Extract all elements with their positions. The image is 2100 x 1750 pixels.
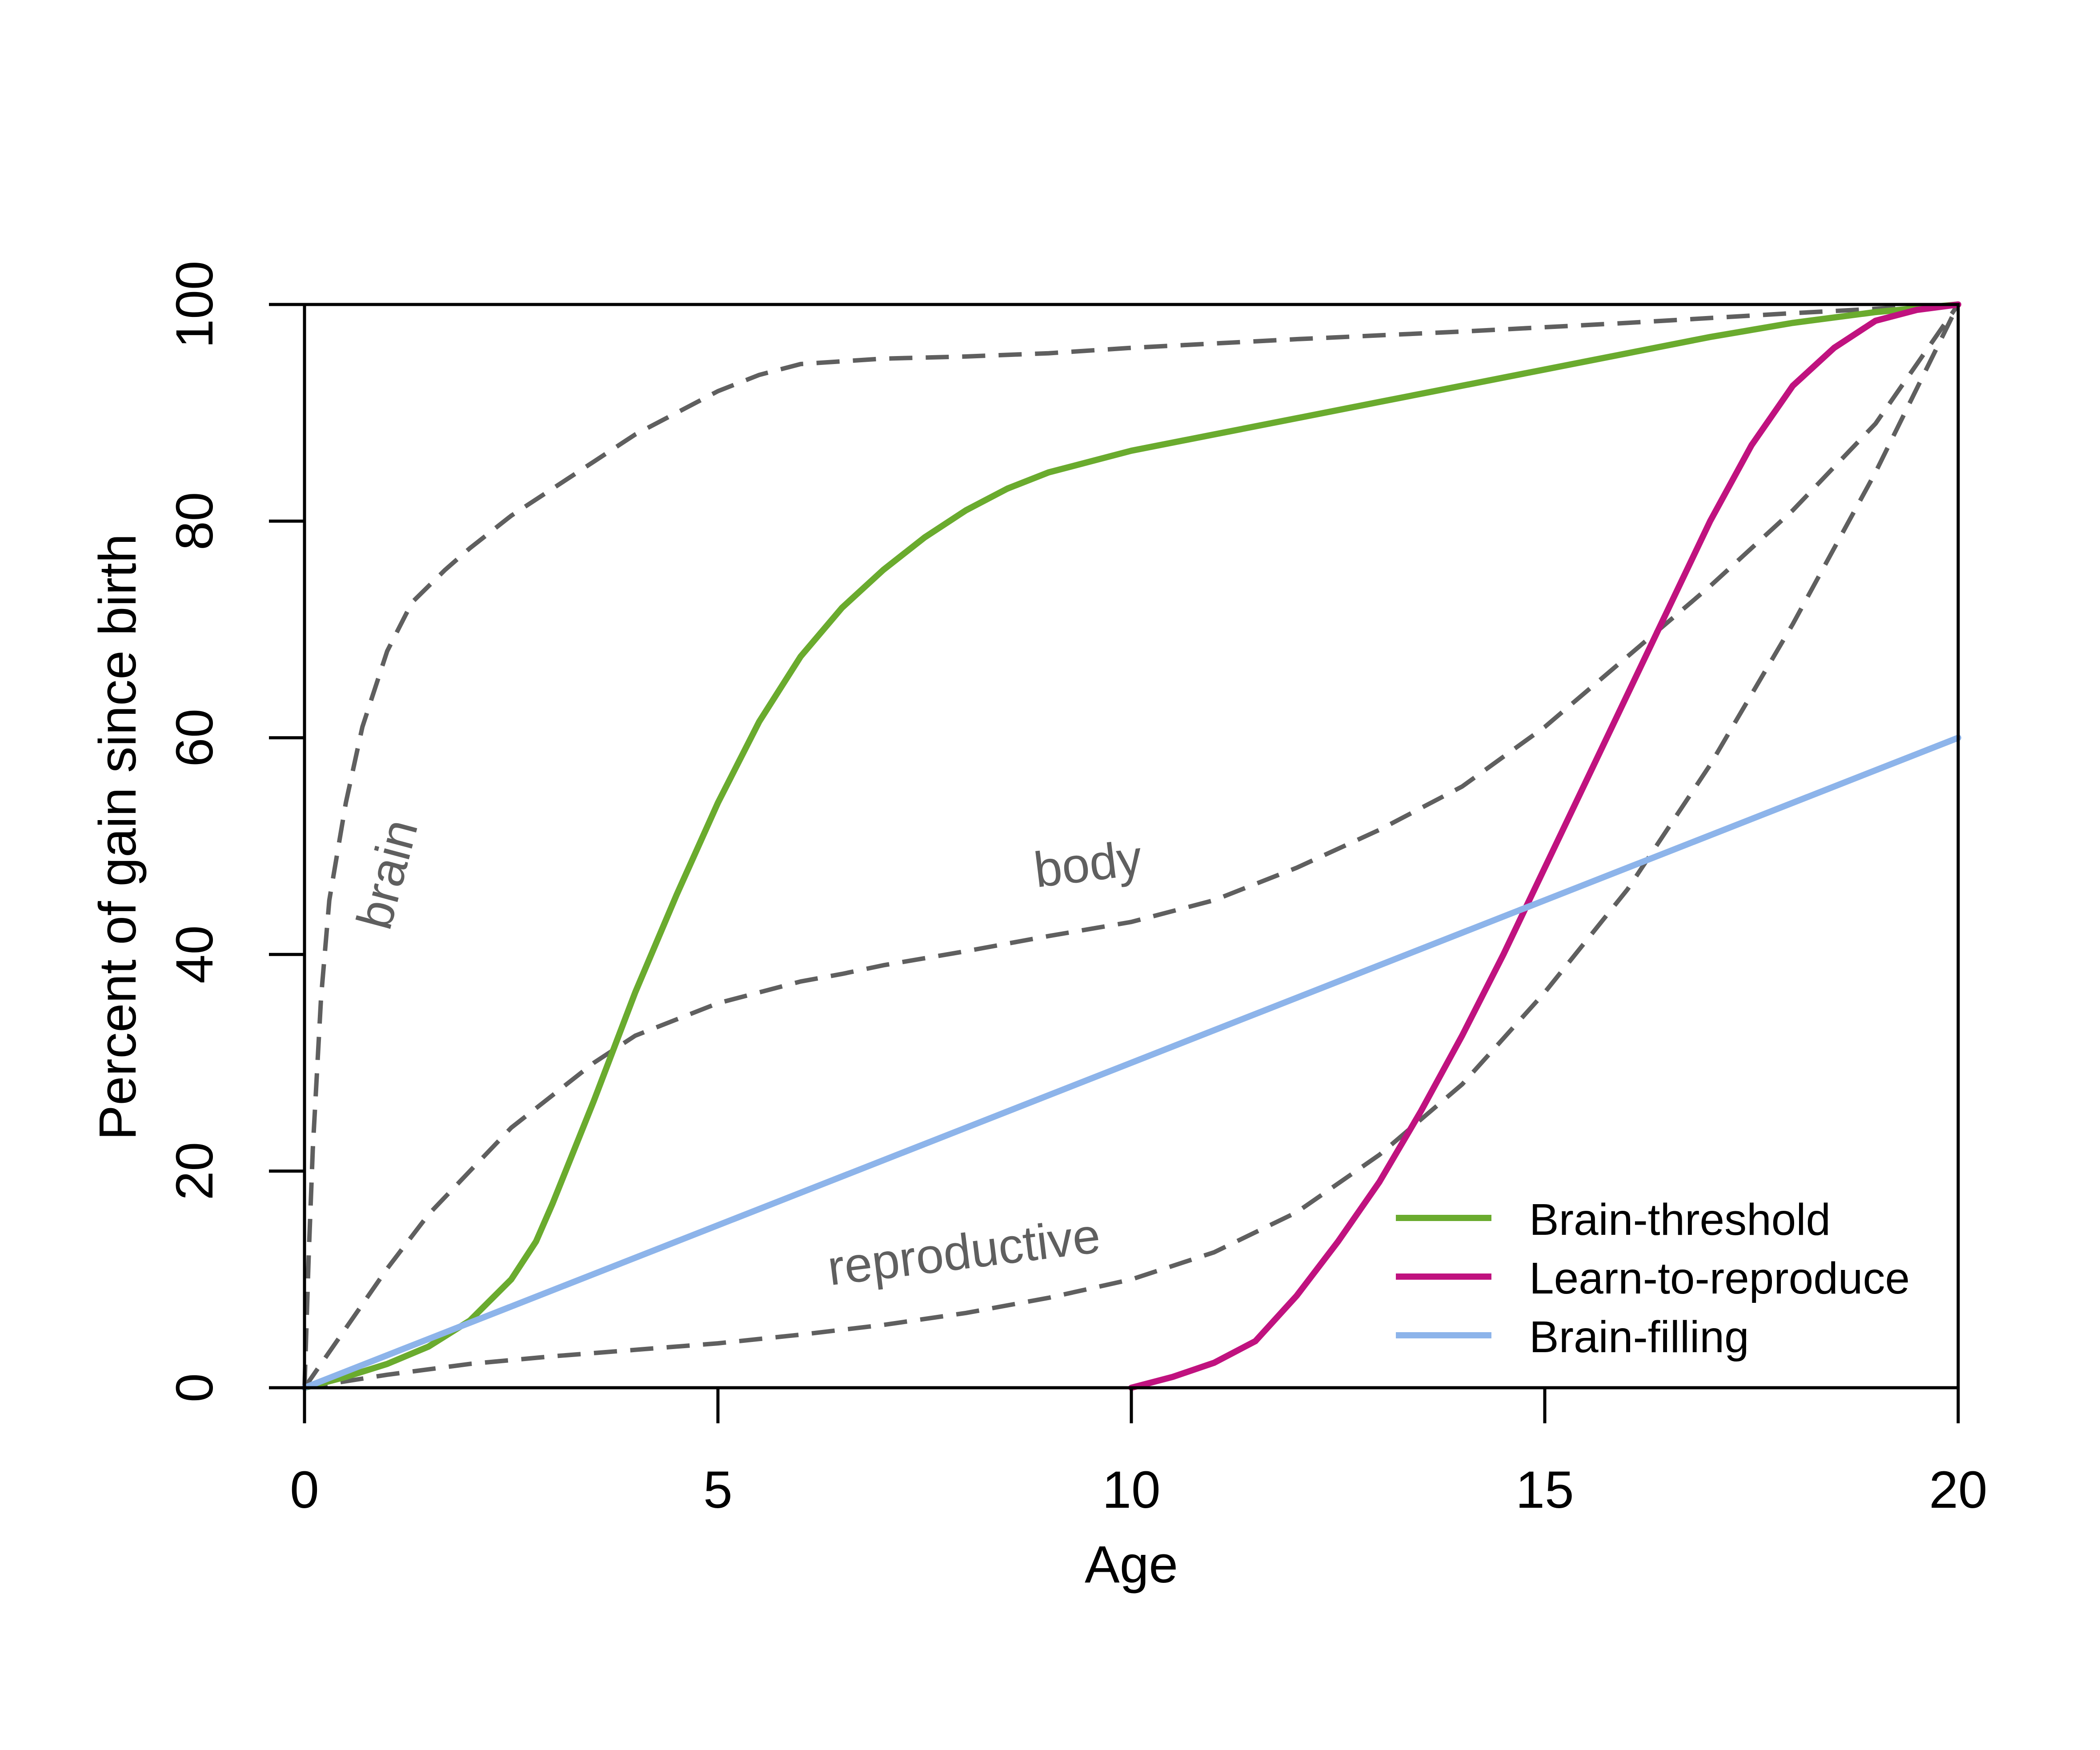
y-tick-label: 80: [165, 492, 224, 550]
reference-curve-reproductive: [304, 303, 1960, 1390]
curve-annotations: brain body reproductive: [346, 813, 1145, 1296]
y-tick-label: 20: [165, 1142, 224, 1200]
x-tick-label: 15: [1515, 1461, 1574, 1519]
legend-label: Brain-filling: [1529, 1312, 1749, 1362]
x-tick-label: 10: [1102, 1461, 1160, 1519]
axis-ticks: 0 5 10 15 20 0 20 40 60 80 100: [165, 261, 1988, 1519]
series-line-brain-filling: [301, 734, 1961, 1391]
x-tick-label: 0: [290, 1461, 319, 1519]
legend-entry-brain-filling: Brain-filling: [1396, 1312, 1749, 1362]
reference-curves: [302, 302, 1960, 1390]
y-tick-label: 100: [165, 261, 224, 348]
reference-curve-body: [302, 303, 1960, 1389]
y-tick-label: 40: [165, 925, 224, 984]
legend: Brain-threshold Learn-to-reproduce Brain-f…: [1396, 1195, 1910, 1362]
annotation-reproductive: reproductive: [825, 1207, 1103, 1296]
legend-label: Learn-to-reproduce: [1529, 1253, 1910, 1303]
annotation-brain: brain: [346, 813, 428, 935]
legend-entry-brain-threshold: Brain-threshold: [1396, 1195, 1831, 1245]
legend-entry-learn-to-reproduce: Learn-to-reproduce: [1396, 1253, 1910, 1303]
series-line-learn-to-reproduce: [1128, 301, 1961, 1391]
legend-label: Brain-threshold: [1529, 1195, 1831, 1245]
x-axis-label: Age: [1085, 1535, 1178, 1594]
x-tick-label: 5: [703, 1461, 733, 1519]
y-tick-label: 0: [165, 1373, 224, 1402]
series-line-brain-threshold: [301, 301, 1961, 1391]
y-tick-label: 60: [165, 709, 224, 767]
x-tick-label: 20: [1929, 1461, 1987, 1519]
annotation-body: body: [1031, 829, 1145, 898]
y-axis-label: Percent of gain since birth: [88, 534, 147, 1140]
series-lines: [301, 301, 1961, 1391]
